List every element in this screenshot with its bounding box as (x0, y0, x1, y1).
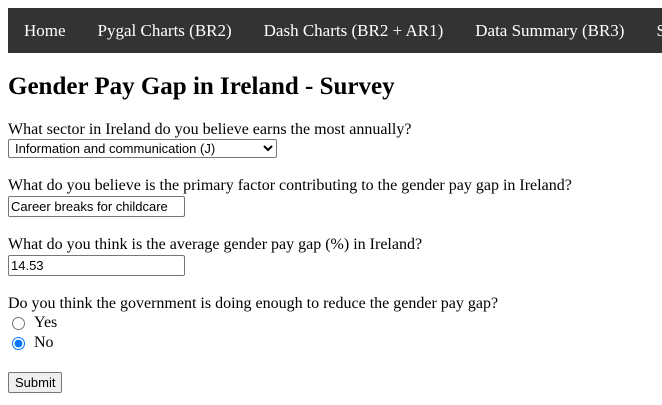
no-label[interactable]: No (34, 334, 54, 351)
nav-link-data-summary[interactable]: Data Summary (BR3) (475, 21, 625, 40)
yes-radio[interactable] (12, 316, 25, 330)
radio-option-no: No (8, 333, 654, 353)
page-title: Gender Pay Gap in Ireland - Survey (8, 73, 395, 100)
question-government: Do you think the government is doing eno… (8, 295, 499, 312)
no-radio[interactable] (12, 336, 25, 350)
primary-factor-input[interactable] (8, 196, 185, 217)
top-navbar: Home Pygal Charts (BR2) Dash Charts (BR2 +… (8, 8, 662, 53)
average-gap-input[interactable] (8, 255, 185, 276)
submit-button[interactable]: Submit (8, 372, 63, 393)
survey-content: Gender Pay Gap in Ireland - Survey What … (8, 53, 654, 393)
question-average-gap: What do you think is the average gender … (8, 236, 423, 253)
nav-link-home[interactable]: Home (24, 21, 66, 40)
nav-link-survey[interactable]: Survey (656, 21, 662, 40)
yes-label[interactable]: Yes (34, 314, 58, 331)
survey-form: What sector in Ireland do you believe ea… (8, 121, 654, 393)
question-primary-factor: What do you believe is the primary facto… (8, 177, 572, 194)
question-sector: What sector in Ireland do you believe ea… (8, 121, 412, 138)
radio-option-yes: Yes (8, 313, 654, 333)
sector-select[interactable]: Information and communication (J) (8, 139, 277, 158)
nav-link-dash-charts[interactable]: Dash Charts (BR2 + AR1) (263, 21, 444, 40)
nav-link-pygal-charts[interactable]: Pygal Charts (BR2) (97, 21, 232, 40)
